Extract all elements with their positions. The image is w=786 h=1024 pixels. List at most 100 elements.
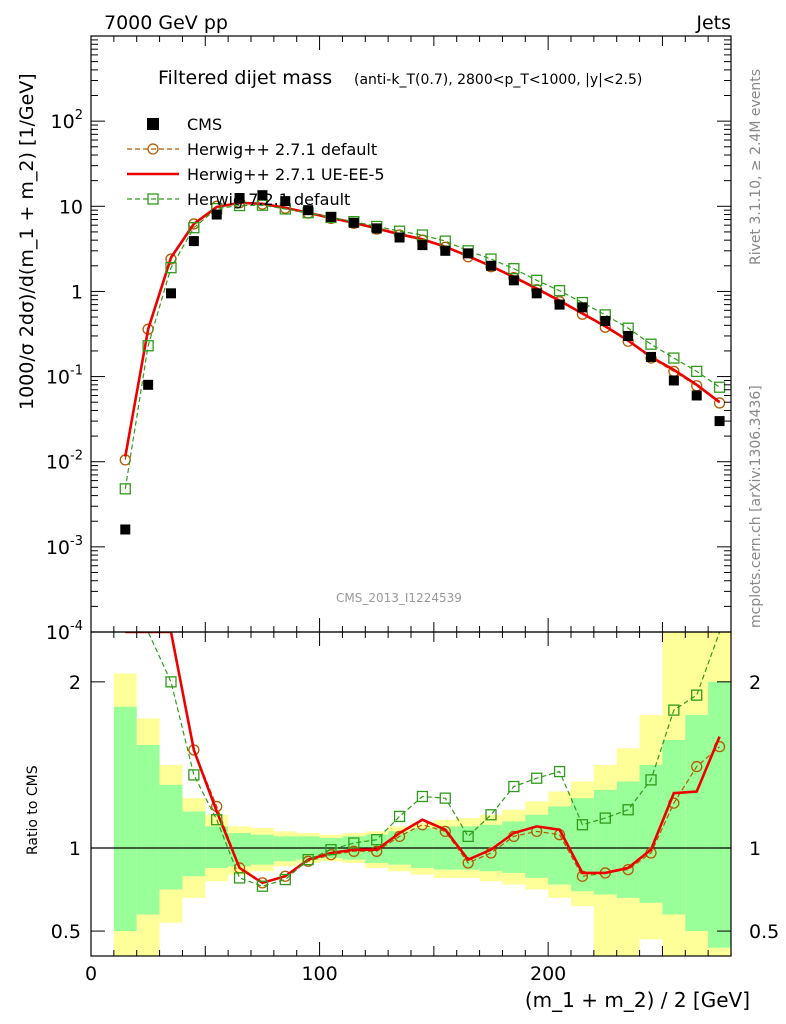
data-point	[577, 302, 588, 313]
ratio-axis-label: Ratio to CMS	[25, 765, 41, 855]
legend-label: Herwig 7.2.1 default	[187, 190, 350, 209]
legend-marker	[147, 143, 159, 155]
ratio-y-label: 1	[69, 838, 81, 860]
band-inner	[113, 706, 137, 932]
ratio-marker	[645, 774, 657, 786]
rivet-label: Rivet 3.1.10, ≥ 2.4M events	[748, 69, 764, 265]
ratio-marker	[576, 819, 589, 831]
ratio-marker	[211, 814, 223, 826]
data-point	[646, 351, 656, 362]
series-marker	[713, 397, 726, 409]
x-tick-label: 200	[530, 963, 566, 985]
ratio-marker	[599, 812, 611, 824]
band-inner	[662, 740, 686, 915]
band-inner	[159, 784, 183, 890]
data-point	[326, 211, 336, 222]
y-axis-label: 1000/σ 2dσ)/d(m_1 + m_2) [1/GeV]	[16, 73, 38, 410]
band-inner	[525, 814, 549, 878]
y-tick-label: 1	[71, 281, 83, 303]
plot-frames: 10-4 10-3 10-2 10-1 1 10 102 0 100 200 0.5 0.5 1 1 2 2	[46, 35, 779, 985]
data-point	[257, 190, 268, 201]
data-point	[280, 196, 291, 207]
labels: 7000 GeV pp Jets Filtered dijet mass (an…	[16, 12, 764, 1012]
ratio-marker	[622, 804, 634, 816]
y-tick-label: 10	[59, 196, 83, 218]
ratio-marker	[439, 825, 451, 838]
x-tick-label: 100	[301, 963, 337, 985]
plot-title-cuts: (anti-k_T(0.7), 2800<p_T<1000, |y|<2.5)	[354, 72, 642, 88]
ratio-marker	[691, 760, 703, 773]
ratio-y-label-right: 0.5	[749, 921, 779, 943]
ratio-line	[125, 632, 721, 887]
ratio-marker	[348, 837, 360, 849]
legend-marker-cms	[147, 118, 159, 130]
series-marker	[531, 274, 543, 286]
y-tick-label: 10-2	[46, 449, 83, 474]
x-tick-label: 0	[85, 963, 97, 985]
legend: CMS Herwig++ 2.7.1 default Herwig++ 2.7.1 …	[127, 115, 385, 209]
series-marker	[142, 340, 154, 352]
ratio-marker	[439, 792, 451, 804]
ratio-plot	[91, 632, 731, 956]
data-point	[600, 315, 611, 326]
data-point	[348, 217, 359, 228]
data-point	[623, 330, 634, 341]
data-point	[417, 240, 428, 251]
series-marker	[416, 229, 429, 241]
ratio-y-label: 2	[69, 672, 81, 694]
data-point	[303, 205, 314, 216]
series-marker	[691, 365, 703, 378]
series-marker	[165, 262, 177, 274]
mcplots-label: mcplots.cern.ch [arXiv:1306.3436]	[748, 385, 764, 628]
ratio-marker	[691, 689, 703, 701]
series-marker	[553, 285, 566, 297]
ratio-marker	[371, 834, 383, 846]
ratio-marker	[165, 676, 177, 688]
main-plot	[119, 190, 726, 535]
series-marker	[645, 338, 657, 350]
band-inner	[502, 821, 526, 873]
data-point	[234, 193, 245, 204]
ratio-line	[125, 632, 721, 885]
y-tick-label: 102	[51, 108, 83, 133]
data-point	[440, 245, 451, 256]
category-label: Jets	[695, 12, 731, 34]
ratio-y-label-right: 2	[749, 672, 761, 694]
ratio-marker	[233, 872, 246, 884]
ratio-marker	[279, 873, 291, 886]
series-line	[124, 204, 720, 489]
data-point	[143, 379, 154, 390]
ratio-marker	[462, 830, 474, 843]
data-point	[166, 288, 176, 299]
data-point	[394, 232, 405, 243]
data-point	[463, 248, 474, 259]
series-marker	[668, 352, 680, 364]
band-inner	[639, 764, 663, 903]
ratio-marker	[325, 844, 337, 856]
legend-marker	[147, 193, 159, 205]
ratio-marker	[371, 845, 383, 857]
band-inner	[228, 833, 251, 867]
ratio-marker	[508, 780, 520, 793]
band-inner	[571, 798, 594, 892]
band-inner	[685, 715, 709, 932]
series-line	[124, 201, 721, 457]
ratio-marker	[416, 790, 429, 803]
ratio-marker	[188, 769, 200, 781]
plot-title: Filtered dijet mass	[158, 67, 332, 89]
data-point	[508, 275, 519, 286]
ratio-y-label-right: 1	[749, 838, 761, 860]
ratio-marker	[553, 765, 566, 778]
data-point	[691, 390, 702, 401]
data-point	[668, 375, 679, 386]
band-inner	[273, 836, 297, 862]
analysis-id: CMS_2013_I1224539	[336, 591, 462, 605]
legend-label: CMS	[187, 115, 222, 134]
data-point	[554, 299, 565, 310]
ratio-y-label: 0.5	[51, 921, 81, 943]
band-inner	[708, 681, 731, 948]
y-tick-label: 10-4	[46, 619, 83, 644]
series-marker	[508, 263, 520, 275]
data-point	[211, 209, 222, 220]
